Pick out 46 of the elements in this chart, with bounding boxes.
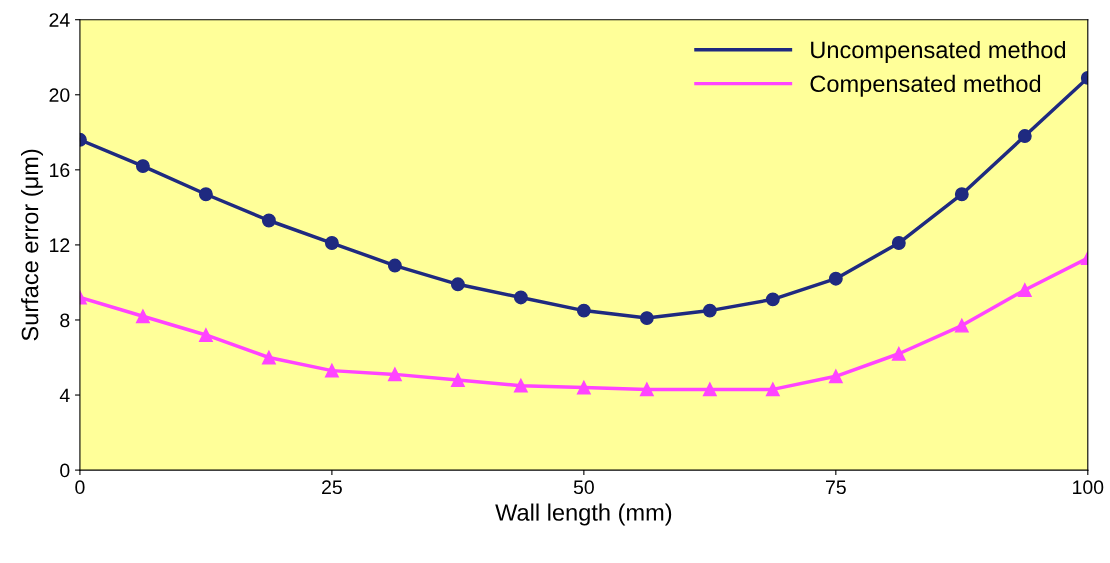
point [198,187,213,202]
y-tick-label: 12 [50,238,70,252]
legend-label: Uncompensated method [811,40,1066,63]
y-tick-label: 24 [49,13,70,27]
point [261,213,276,228]
point [639,311,654,326]
point [765,292,780,307]
point [828,271,843,286]
x-tick-label: 25 [322,480,342,495]
y-axis-title: Surface error (μm) [21,149,44,341]
point [324,363,339,378]
legend-label: Compensated method [810,74,1041,97]
point [135,159,150,174]
point [954,187,969,202]
point [513,290,528,305]
point [513,378,528,393]
point [450,277,465,292]
point [702,303,717,318]
x-tick-label: 100 [1073,480,1104,495]
point [954,318,969,333]
point [1017,282,1032,297]
x-tick-label: 0 [75,480,85,495]
point [324,236,339,250]
point [1017,129,1032,144]
y-tick-label: 16 [50,163,70,178]
point [135,309,150,324]
point [387,367,402,382]
point [576,380,591,395]
y-tick-label: 8 [60,313,70,328]
point [387,258,402,273]
y-tick-label: 20 [49,88,70,103]
point [576,303,591,318]
x-axis-title: Wall length (mm) [495,503,672,526]
point [891,346,906,361]
point [828,369,843,384]
y-tick-label: 0 [60,463,70,478]
point [198,328,213,342]
point [639,382,654,397]
point [702,382,717,397]
point [891,236,906,250]
y-tick-label: 4 [59,388,70,403]
x-tick-label: 75 [826,480,846,495]
point [450,373,465,387]
point [261,350,276,365]
point [765,382,780,397]
x-tick-label: 50 [573,480,594,495]
